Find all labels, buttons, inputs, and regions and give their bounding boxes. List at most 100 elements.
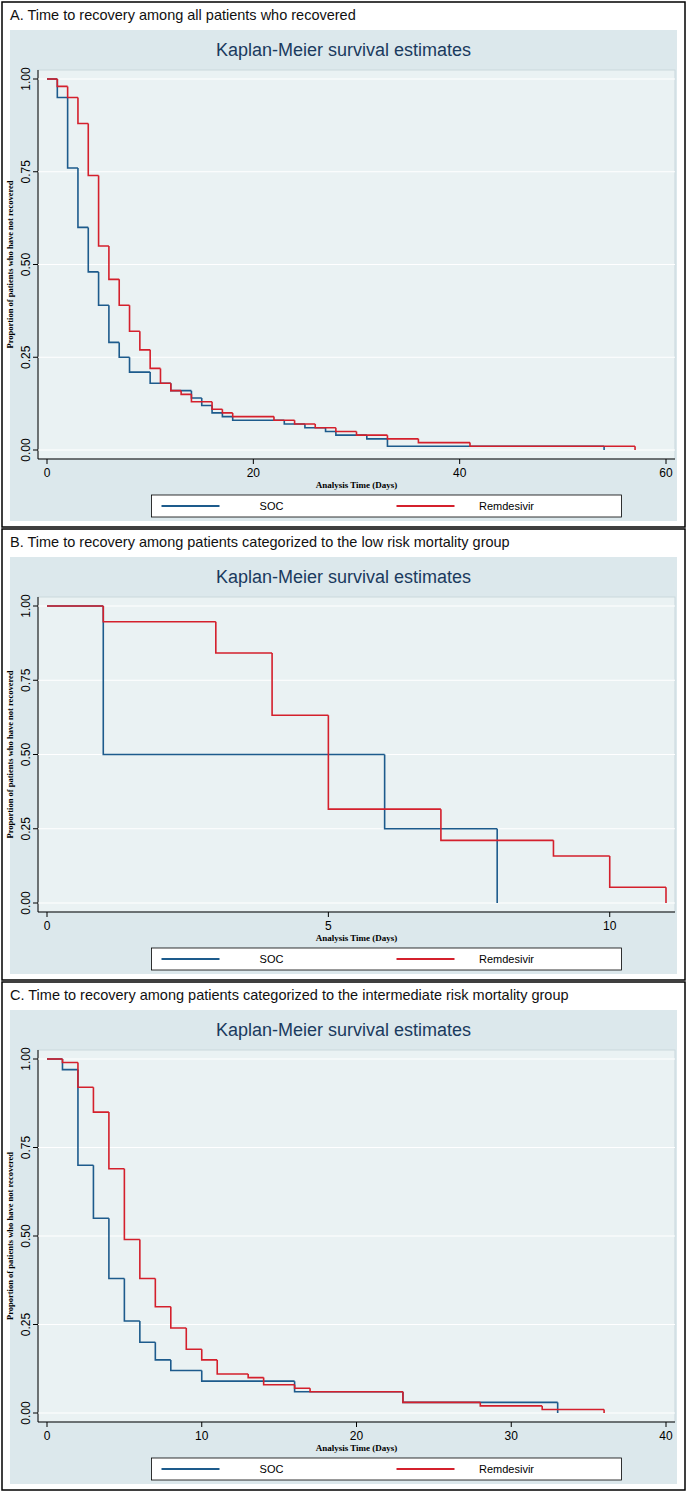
grid-line bbox=[38, 264, 675, 265]
x-tick bbox=[47, 1422, 48, 1427]
y-tick-label: 0.75 bbox=[19, 668, 33, 692]
km-step bbox=[155, 1278, 170, 1306]
y-tick bbox=[33, 828, 38, 829]
km-step bbox=[109, 1218, 124, 1278]
km-step bbox=[328, 715, 441, 809]
km-step bbox=[109, 246, 119, 279]
km-step bbox=[212, 402, 222, 409]
x-tick bbox=[459, 459, 460, 464]
km-step bbox=[557, 1402, 559, 1413]
km-curve bbox=[47, 606, 497, 903]
panel: A. Time to recovery among all patients w… bbox=[2, 2, 685, 527]
legend-box bbox=[152, 495, 622, 517]
x-axis-title: Analysis Time (Days) bbox=[316, 1443, 398, 1453]
km-step bbox=[181, 391, 191, 395]
km-curve bbox=[47, 1059, 604, 1413]
km-step bbox=[191, 391, 201, 398]
km-step bbox=[78, 98, 88, 124]
x-tick-label: 20 bbox=[350, 1429, 364, 1443]
legend-label: Remdesivir bbox=[479, 1463, 534, 1475]
y-tick bbox=[33, 1236, 38, 1237]
y-tick bbox=[33, 450, 38, 451]
km-curve bbox=[47, 1059, 558, 1413]
legend: SOCRemdesivir bbox=[152, 495, 622, 517]
y-tick bbox=[33, 1147, 38, 1148]
y-tick bbox=[33, 903, 38, 904]
legend-label: SOC bbox=[260, 953, 284, 965]
grid-line bbox=[38, 1058, 675, 1059]
km-step bbox=[665, 887, 667, 903]
x-tick-label: 0 bbox=[44, 919, 51, 933]
legend: SOC Remdesivir bbox=[152, 1458, 622, 1480]
km-step bbox=[62, 1059, 77, 1063]
km-step bbox=[222, 409, 232, 413]
km-step bbox=[403, 1392, 558, 1403]
km-step bbox=[140, 331, 150, 350]
y-tick bbox=[33, 79, 38, 80]
figure: A. Time to recovery among all patients w… bbox=[0, 0, 689, 1492]
km-step bbox=[140, 1240, 155, 1279]
km-step bbox=[357, 431, 388, 435]
series-group bbox=[47, 79, 635, 450]
km-step bbox=[47, 1058, 62, 1060]
km-step bbox=[403, 1392, 480, 1403]
x-axis-line bbox=[38, 912, 675, 913]
km-step bbox=[248, 1374, 263, 1378]
series-group bbox=[47, 1059, 604, 1413]
km-step bbox=[109, 305, 119, 342]
km-step bbox=[155, 1342, 170, 1360]
km-step bbox=[202, 1349, 217, 1360]
x-tick bbox=[511, 1422, 512, 1427]
y-tick bbox=[33, 754, 38, 755]
km-step bbox=[441, 809, 554, 840]
x-tick-label: 0 bbox=[44, 466, 51, 480]
km-step bbox=[295, 1385, 310, 1389]
y-tick-label: 0.00 bbox=[19, 438, 33, 462]
km-step bbox=[47, 78, 57, 80]
x-tick bbox=[47, 912, 48, 917]
km-curve bbox=[47, 79, 635, 450]
chart-title: Kaplan-Meier survival estimates bbox=[216, 1020, 471, 1040]
x-tick-label: 10 bbox=[195, 1429, 209, 1443]
km-step bbox=[186, 1328, 201, 1349]
km-step bbox=[47, 1058, 62, 1060]
grid-line bbox=[38, 680, 675, 681]
y-tick-label: 1.00 bbox=[19, 67, 33, 91]
legend-swatch bbox=[162, 958, 220, 960]
y-tick bbox=[33, 171, 38, 172]
series-group bbox=[47, 606, 666, 903]
km-step bbox=[272, 653, 328, 715]
x-tick bbox=[47, 459, 48, 464]
km-step bbox=[418, 439, 470, 443]
y-tick-label: 0.25 bbox=[19, 345, 33, 369]
x-axis-title: Analysis Time (Days) bbox=[316, 480, 398, 490]
km-step bbox=[171, 383, 192, 390]
km-step bbox=[387, 439, 604, 446]
km-step bbox=[130, 357, 151, 372]
chart-title: Kaplan-Meier survival estimates bbox=[216, 567, 471, 587]
km-step bbox=[78, 1063, 93, 1088]
plot-region bbox=[38, 1050, 675, 1422]
km-step bbox=[160, 368, 170, 383]
x-axis-title: Analysis Time (Days) bbox=[316, 933, 398, 943]
panel-border bbox=[2, 2, 685, 527]
x-tick-label: 5 bbox=[325, 919, 332, 933]
km-curve bbox=[47, 79, 604, 450]
y-tick bbox=[33, 264, 38, 265]
panel-title: B. Time to recovery among patients categ… bbox=[10, 534, 510, 550]
x-tick-label: 0 bbox=[44, 1429, 51, 1443]
y-tick-label: 0.50 bbox=[19, 252, 33, 276]
legend-label: SOC bbox=[260, 1463, 284, 1475]
x-tick-label: 30 bbox=[505, 1429, 519, 1443]
y-tick bbox=[33, 680, 38, 681]
km-step bbox=[470, 443, 635, 447]
y-tick-label: 0.00 bbox=[19, 1401, 33, 1425]
y-tick-label: 1.00 bbox=[19, 1047, 33, 1071]
y-tick-label: 0.50 bbox=[19, 1224, 33, 1248]
km-step bbox=[99, 175, 109, 245]
x-tick bbox=[609, 912, 610, 917]
x-tick bbox=[328, 912, 329, 917]
y-axis-title: Proportion of patients who have not reco… bbox=[5, 670, 15, 838]
km-step bbox=[68, 86, 78, 97]
y-axis-title: Proportion of patients who have not reco… bbox=[5, 1152, 15, 1320]
